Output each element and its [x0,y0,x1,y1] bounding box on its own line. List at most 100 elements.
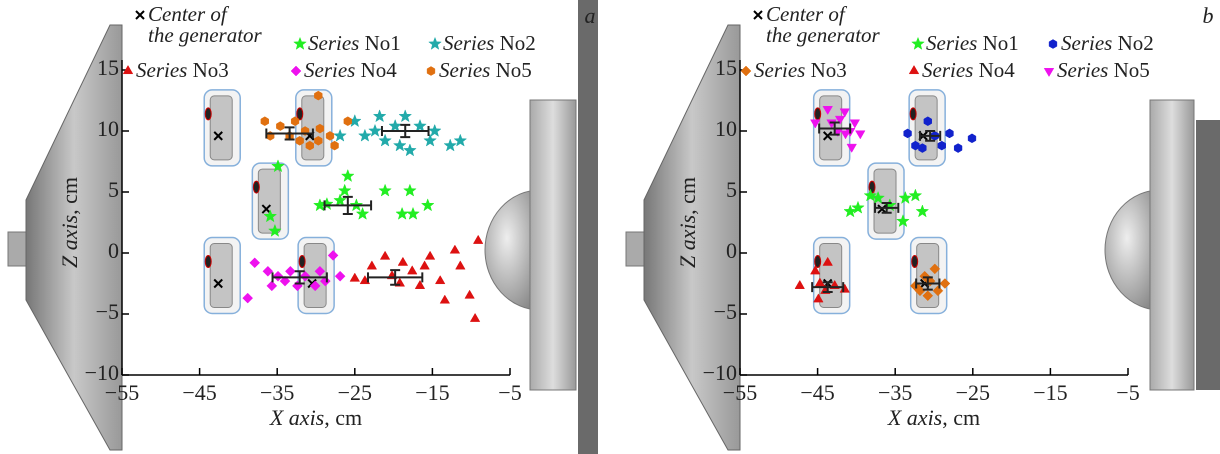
data-point [326,131,334,140]
y-axis-label: Z axis, cm [675,177,700,268]
generator-eye [205,256,211,268]
data-point [374,110,386,122]
generator-core [210,244,232,308]
data-point [380,251,390,259]
y-tick-label: −10 [703,360,737,385]
data-point [909,189,921,201]
data-point [938,141,946,150]
data-point [408,266,418,274]
data-point [422,199,434,211]
legend-marker [427,67,435,76]
y-tick-label: −5 [96,299,119,324]
y-tick-label: −5 [714,299,737,324]
generator-eye [299,256,305,268]
legend-label: Center of the generator [148,4,262,46]
legend-marker [741,66,751,76]
generator-core [210,96,232,160]
y-tick-label: 5 [726,177,737,202]
x-tick-label: −35 [260,380,294,405]
x-tick-label: −15 [1033,380,1067,405]
legend-marker [294,38,306,50]
legend-label: Series No2 [443,33,536,54]
legend-marker [1044,68,1054,76]
data-point [367,261,377,269]
legend-marker [136,11,144,19]
data-point [398,257,408,265]
x-axis-label: X axis, cm [269,405,362,430]
data-point [314,136,322,145]
data-point [425,251,435,259]
data-point [444,139,456,151]
data-point [424,134,436,146]
generator-eye [910,108,916,120]
data-point [454,134,466,146]
generator-eye [815,256,821,268]
x-tick-label: −25 [956,380,990,405]
axis-label-part: , cm [57,177,82,215]
generator-eye [912,256,918,268]
data-point [334,129,346,141]
legend-label: Series No1 [308,33,401,54]
data-point [850,120,860,128]
data-point [856,131,866,139]
x-tick-label: −25 [338,380,372,405]
generator-eye [253,181,259,193]
legend-marker [912,38,924,50]
data-point [316,124,324,133]
legend-label: Series No5 [439,60,532,81]
figure: −55−45−35−25−15−5−10−5051015X axis, cmZ … [0,0,1220,454]
data-point [404,144,416,156]
generator-eye [205,108,211,120]
generator-core [820,244,842,308]
legend-label: Series No4 [304,60,397,81]
generator-core [258,169,280,233]
legend-label: Series No1 [926,33,1019,54]
data-point [389,120,401,132]
data-point [334,194,346,206]
data-point [306,141,314,150]
legend-marker [754,11,762,19]
data-point [904,129,912,138]
legend-label: Series No2 [1061,33,1154,54]
data-point [435,276,445,284]
legend-marker [429,38,441,50]
legend-label: Center of the generator [766,4,880,46]
data-point [912,141,920,150]
x-tick-label: −45 [800,380,834,405]
legend-marker [1049,40,1057,49]
legend-label: Series No5 [1057,60,1150,81]
panel-label: b [1203,3,1214,28]
y-tick-label: 10 [97,116,119,141]
legend-label: Series No3 [136,60,229,81]
y-axis-label: Z axis, cm [57,177,82,268]
panel-label: a [585,3,596,28]
y-tick-label: 0 [108,238,119,263]
data-point [414,120,426,132]
data-point [420,261,430,269]
axis-label-part: X axis [887,405,942,430]
data-point [285,266,295,276]
x-tick-label: −15 [415,380,449,405]
y-tick-label: −10 [85,360,119,385]
x-tick-label: −5 [1116,380,1139,405]
data-point [924,117,932,126]
data-point [263,266,273,276]
data-point [276,122,284,131]
x-axis-label: X axis, cm [887,405,980,430]
data-point [456,261,466,269]
y-tick-label: 5 [108,177,119,202]
data-point [396,208,408,220]
data-point [335,271,345,281]
y-tick-label: 0 [726,238,737,263]
axis-label-part: , cm [324,405,362,430]
axis-label-part: X axis [269,405,324,430]
data-point [291,117,299,126]
data-point [331,141,339,150]
data-point [399,110,411,122]
generator-eye [815,108,821,120]
data-point [440,295,450,303]
legend-marker [909,66,919,74]
data-point [379,134,391,146]
axis-label-part: Z axis [57,215,82,268]
data-point [954,144,962,153]
